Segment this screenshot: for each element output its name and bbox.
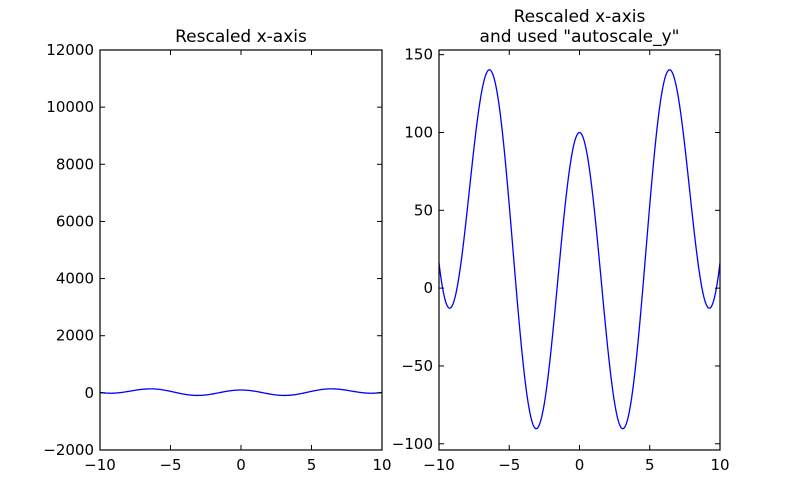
y-tick-label: −2000 <box>43 441 94 459</box>
chart-title: Rescaled x-axis <box>175 27 307 47</box>
y-tick-label: 4000 <box>56 270 94 288</box>
y-tick-label: 150 <box>404 46 433 64</box>
y-tick-label: 50 <box>414 201 433 219</box>
y-tick-label: 100 <box>404 123 433 141</box>
data-line <box>100 388 382 397</box>
x-tick-label: 10 <box>710 456 729 474</box>
y-tick-label: 10000 <box>46 98 94 116</box>
x-tick-label: 0 <box>236 456 246 474</box>
y-tick-label: 0 <box>423 279 433 297</box>
data-line <box>439 69 720 430</box>
x-tick-label: −5 <box>498 456 520 474</box>
y-tick-label: 6000 <box>56 212 94 230</box>
y-tick-label: −100 <box>392 435 433 453</box>
y-tick-label: 0 <box>84 384 94 402</box>
x-tick-label: −10 <box>423 456 455 474</box>
y-tick-label: 2000 <box>56 327 94 345</box>
y-tick-label: 8000 <box>56 155 94 173</box>
y-tick-label: −50 <box>401 357 433 375</box>
chart-title: Rescaled x-axis <box>514 7 646 27</box>
x-tick-label: 0 <box>575 456 585 474</box>
left-chart-panel: −10 −5 0 5 10 −2000 0 2000 4000 6000 8000 10000 1200… <box>43 27 391 474</box>
x-tick-label: −5 <box>159 456 181 474</box>
x-tick-label: 10 <box>372 456 391 474</box>
x-tick-label: 5 <box>307 456 317 474</box>
x-tick-label: −10 <box>84 456 116 474</box>
axes-frame <box>438 49 721 451</box>
x-tick-label: 5 <box>645 456 655 474</box>
chart-title: and used "autoscale_y" <box>480 27 680 47</box>
y-tick-label: 12000 <box>46 41 94 59</box>
